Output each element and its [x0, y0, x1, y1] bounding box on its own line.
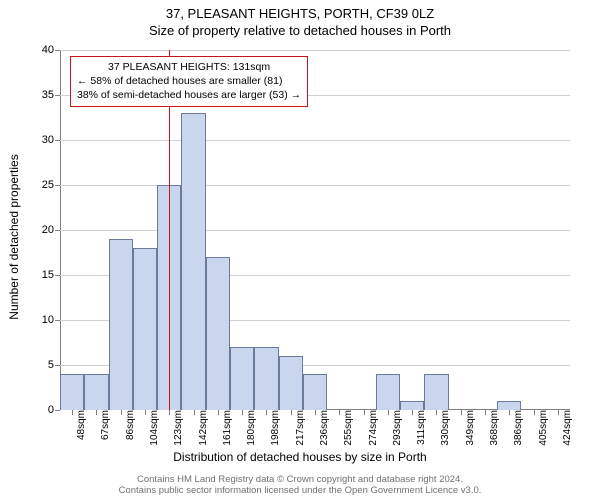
annotation-line: 37 PLEASANT HEIGHTS: 131sqm — [77, 60, 301, 74]
footer-attribution: Contains HM Land Registry data © Crown c… — [119, 474, 482, 496]
x-tick-label: 405sqm — [534, 410, 549, 446]
y-tick-label: 15 — [42, 269, 60, 281]
x-tick-label: 349sqm — [461, 410, 476, 446]
footer-line-1: Contains HM Land Registry data © Crown c… — [119, 474, 482, 485]
x-tick-label: 104sqm — [145, 410, 160, 446]
x-tick-label: 142sqm — [194, 410, 209, 446]
x-axis-label: Distribution of detached houses by size … — [173, 450, 426, 464]
histogram-bar — [279, 356, 303, 410]
histogram-bar — [424, 374, 448, 410]
x-tick-label: 180sqm — [242, 410, 257, 446]
chart-container: 37, PLEASANT HEIGHTS, PORTH, CF39 0LZ Si… — [0, 0, 600, 500]
x-tick-label: 311sqm — [412, 410, 427, 445]
plot-area: 051015202530354048sqm67sqm86sqm104sqm123… — [60, 50, 570, 410]
histogram-bar — [109, 239, 133, 410]
chart-title-main: 37, PLEASANT HEIGHTS, PORTH, CF39 0LZ — [0, 0, 600, 21]
x-tick-label: 161sqm — [218, 410, 233, 446]
y-tick-label: 5 — [48, 359, 60, 371]
histogram-bar — [497, 401, 521, 410]
x-tick-label: 424sqm — [558, 410, 573, 446]
x-tick-label: 293sqm — [388, 410, 403, 446]
histogram-bar — [60, 374, 84, 410]
x-tick-label: 386sqm — [509, 410, 524, 446]
y-axis-label: Number of detached properties — [7, 154, 21, 319]
x-tick-label: 86sqm — [121, 410, 136, 440]
x-tick-label: 67sqm — [96, 410, 111, 440]
x-tick-label: 274sqm — [364, 410, 379, 446]
grid-line — [60, 50, 570, 51]
annotation-line: ← 58% of detached houses are smaller (81… — [77, 74, 301, 88]
histogram-bar — [133, 248, 157, 410]
annotation-box: 37 PLEASANT HEIGHTS: 131sqm← 58% of deta… — [70, 56, 308, 107]
y-tick-label: 0 — [48, 404, 60, 416]
histogram-bar — [181, 113, 205, 410]
histogram-bar — [303, 374, 327, 410]
x-tick-label: 48sqm — [72, 410, 87, 440]
histogram-bar — [206, 257, 230, 410]
y-tick-label: 10 — [42, 314, 60, 326]
y-tick-label: 20 — [42, 224, 60, 236]
annotation-line: 38% of semi-detached houses are larger (… — [77, 88, 301, 102]
grid-line — [60, 140, 570, 141]
histogram-bar — [400, 401, 424, 410]
chart-title-sub: Size of property relative to detached ho… — [0, 21, 600, 38]
grid-line — [60, 185, 570, 186]
x-tick-label: 198sqm — [266, 410, 281, 446]
x-tick-label: 217sqm — [291, 410, 306, 446]
y-tick-label: 25 — [42, 179, 60, 191]
x-tick-label: 236sqm — [315, 410, 330, 446]
grid-line — [60, 230, 570, 231]
histogram-bar — [376, 374, 400, 410]
histogram-bar — [84, 374, 108, 410]
footer-line-2: Contains public sector information licen… — [119, 485, 482, 496]
y-tick-label: 30 — [42, 134, 60, 146]
x-tick-label: 123sqm — [169, 410, 184, 446]
histogram-bar — [254, 347, 278, 410]
x-tick-label: 330sqm — [436, 410, 451, 446]
y-tick-label: 35 — [42, 89, 60, 101]
y-tick-label: 40 — [42, 44, 60, 56]
histogram-bar — [230, 347, 254, 410]
x-tick-label: 368sqm — [485, 410, 500, 446]
x-tick-label: 255sqm — [339, 410, 354, 446]
